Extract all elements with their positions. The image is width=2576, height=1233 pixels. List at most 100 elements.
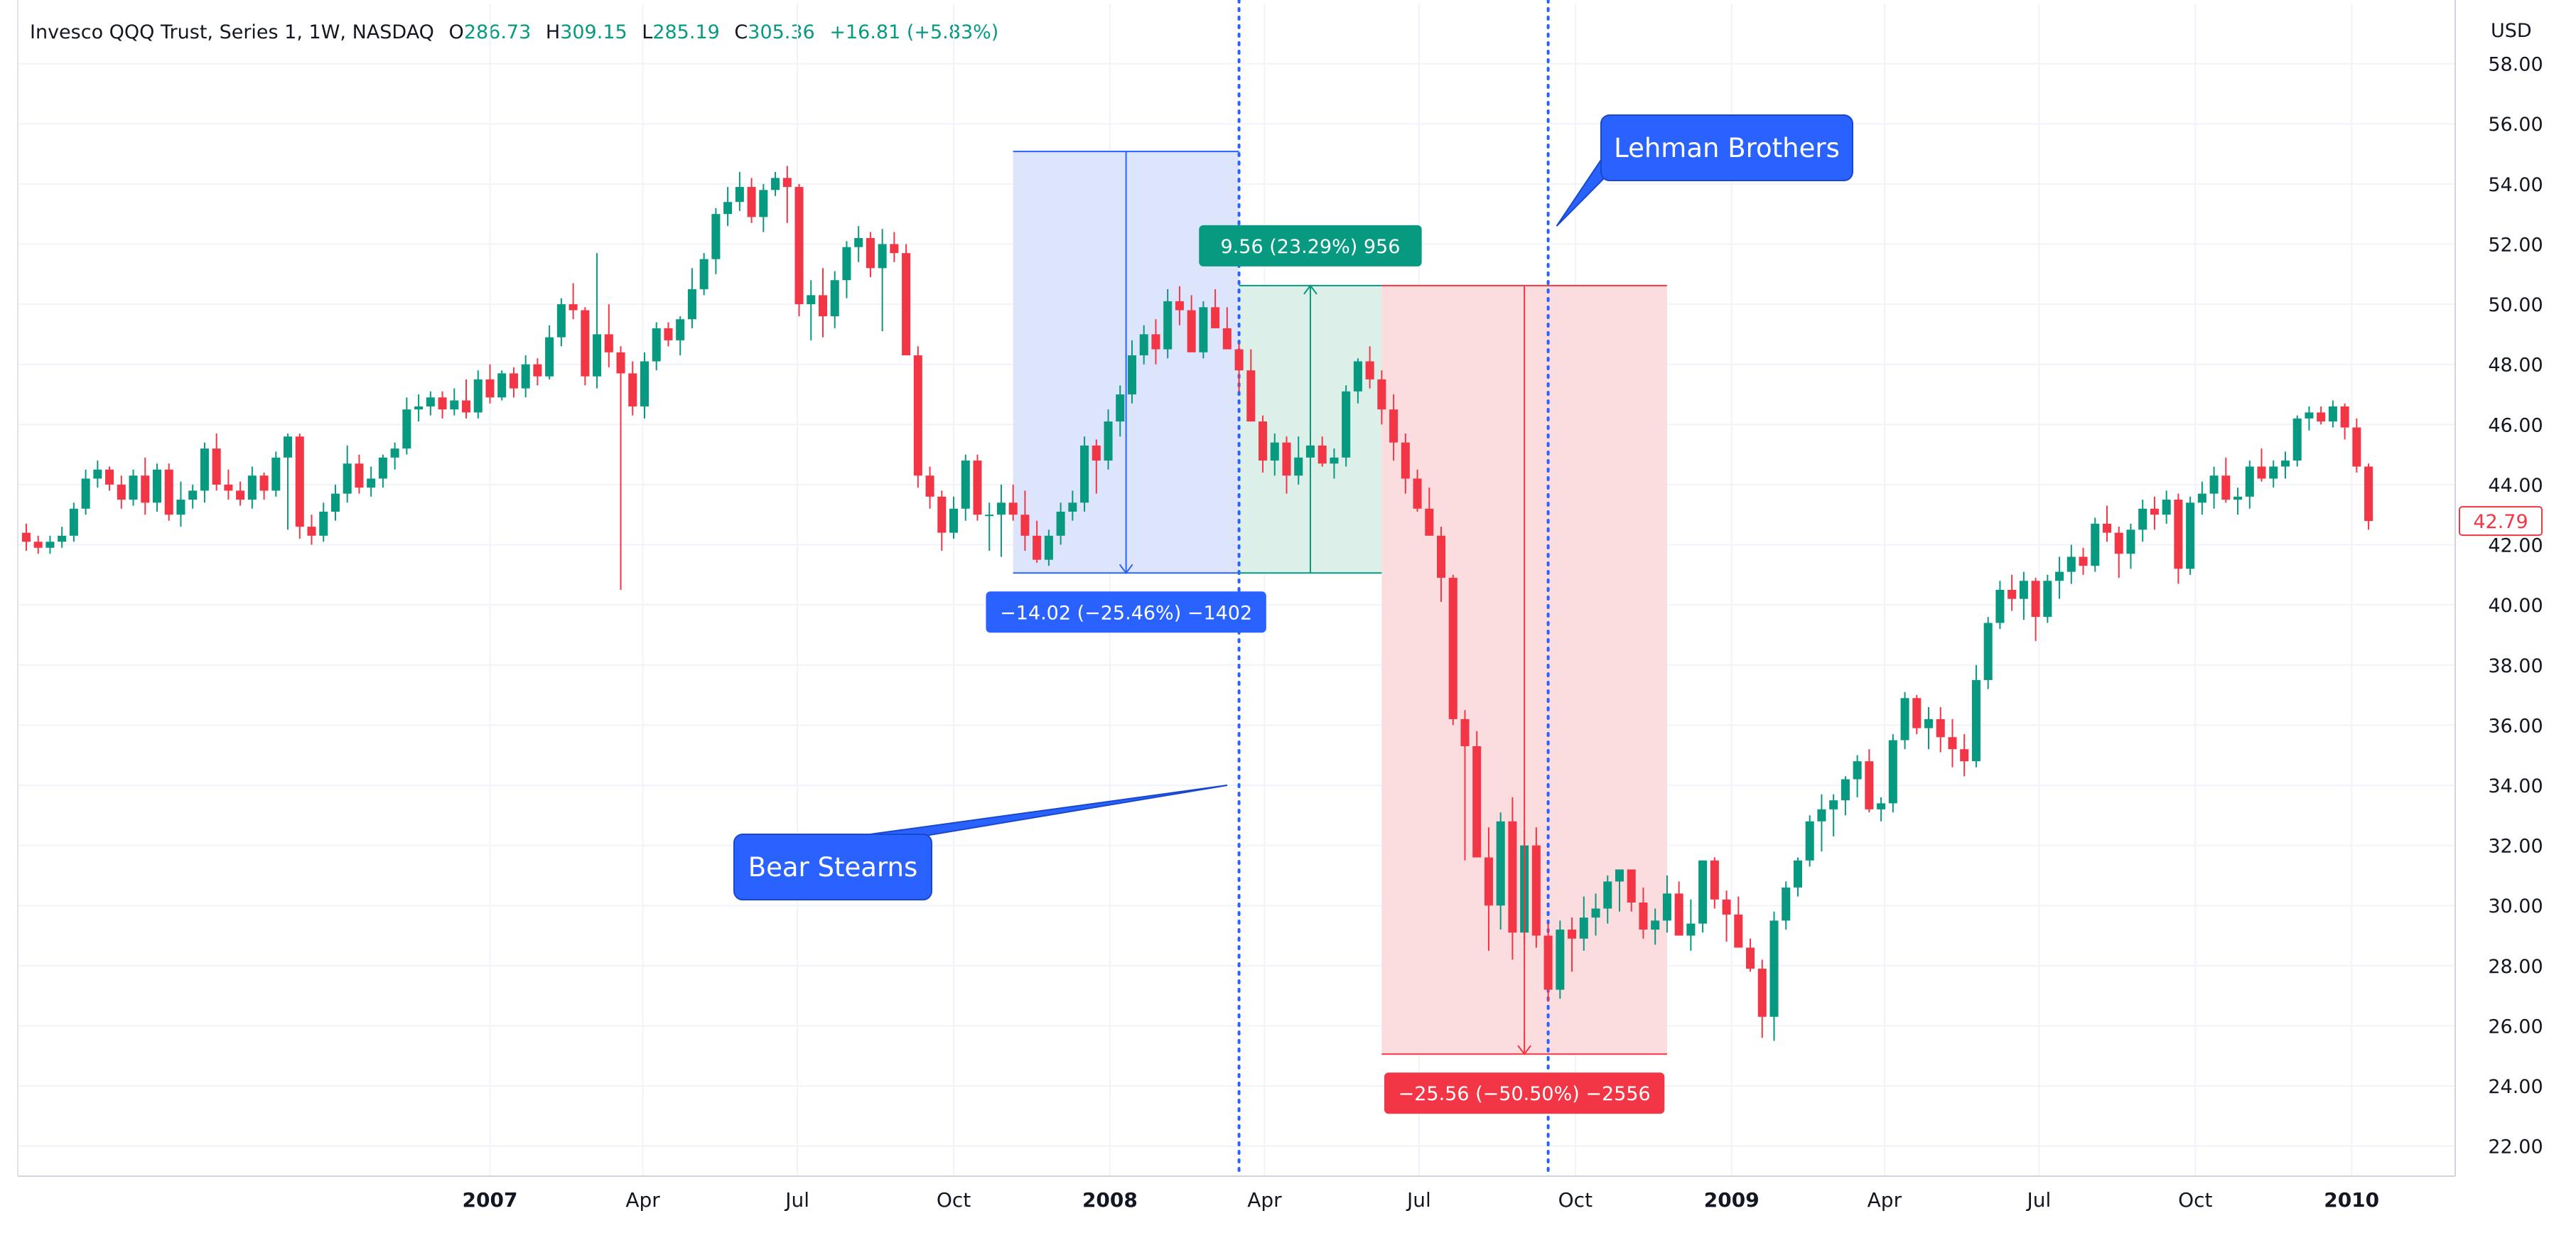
candle-body [1080, 445, 1089, 503]
candle-body [1234, 349, 1244, 371]
date-tick-label: Oct [1558, 1188, 1593, 1212]
price-tick-label: 44.00 [2488, 475, 2543, 497]
candle-body [450, 400, 459, 410]
measure-green-arrow-head [1303, 284, 1317, 295]
candle-body [687, 289, 696, 320]
price-tick-label: 46.00 [2488, 414, 2543, 436]
candle-body [2257, 466, 2266, 479]
candle-body [1222, 328, 1232, 350]
candle-body [1104, 421, 1113, 461]
date-tick-label: 2009 [1704, 1188, 1759, 1212]
candle-body [1686, 923, 1696, 936]
candle-body [1782, 887, 1791, 921]
price-tick-label: 30.00 [2488, 895, 2543, 917]
candle-body [1460, 718, 1470, 746]
candle-body [390, 448, 399, 458]
candle-body [925, 475, 934, 497]
candle-body [2150, 508, 2159, 515]
candle-body [1829, 800, 1838, 809]
candle-body [1342, 391, 1351, 458]
candle-body [1187, 310, 1196, 352]
price-tick-label: 48.00 [2488, 355, 2543, 377]
candle-body [1425, 508, 1434, 536]
measure-red-label: −25.56 (−50.50%) −2556 [1399, 1083, 1651, 1105]
lehman-callout-label: Lehman Brothers [1614, 133, 1840, 163]
high-label: H [545, 21, 561, 43]
date-tick-label: Jul [784, 1188, 809, 1212]
candle-body [141, 475, 150, 503]
candle-body [747, 187, 756, 217]
candle-body [343, 463, 352, 494]
symbol-title: Invesco QQQ Trust, Series 1, 1W, NASDAQ [30, 21, 434, 43]
candle-body [1317, 445, 1327, 464]
candle-body [1413, 478, 1422, 509]
candle-body [2008, 590, 2017, 599]
candle-body [723, 202, 733, 215]
measure-blue-arrow-head [1119, 564, 1133, 574]
candle-body [2162, 500, 2171, 515]
candle-body [2055, 571, 2064, 581]
date-tick-label: Apr [1247, 1188, 1282, 1212]
candle-body [1531, 845, 1541, 936]
candle-body [497, 373, 507, 398]
date-tick-label: Apr [1868, 1188, 1902, 1212]
candle-body [1591, 908, 1600, 918]
candle-body [1401, 442, 1410, 479]
candle-body [1116, 394, 1125, 422]
candle-body [2126, 529, 2135, 554]
price-tick-label: 28.00 [2488, 956, 2543, 978]
candle-body [1068, 502, 1077, 512]
candle-body [996, 502, 1006, 515]
candle-body [1139, 334, 1148, 355]
candle-body [271, 457, 281, 491]
bear-stearns-callout-box [733, 834, 932, 900]
candle-body [985, 515, 994, 517]
candle-body [2066, 556, 2076, 572]
candle-body [604, 334, 613, 352]
measure-red-label-bg [1384, 1072, 1665, 1114]
candle-body [1757, 969, 1767, 1017]
candle-body [224, 484, 233, 491]
candle-body [973, 461, 982, 515]
candle-body [1960, 749, 1969, 762]
date-tick-label: Jul [1406, 1188, 1431, 1212]
candle-body [1603, 881, 1612, 909]
candle-body [2114, 532, 2123, 554]
candle-body [545, 337, 554, 377]
candle-body [509, 373, 518, 389]
candle-body [616, 352, 625, 374]
candle-body [117, 484, 126, 500]
candle-body [1246, 370, 1256, 422]
candle-body [1722, 899, 1731, 915]
candle-body [2340, 406, 2349, 428]
candle-body [2233, 496, 2243, 500]
candle-body [1151, 334, 1160, 350]
candle-body [1662, 893, 1671, 921]
candle-body [259, 475, 269, 491]
candle-body [295, 436, 304, 527]
candle-body [1044, 535, 1053, 560]
candle-body [2209, 475, 2219, 494]
price-tick-label: 52.00 [2488, 234, 2543, 256]
candle-body [438, 397, 447, 410]
candle-body [735, 187, 744, 203]
open-label: O [448, 21, 464, 43]
candle-body [1282, 442, 1291, 476]
candle-body [818, 295, 827, 316]
candle-body [866, 238, 875, 269]
price-tick-label: 32.00 [2488, 836, 2543, 858]
candle-body [307, 527, 316, 536]
candle-body [1841, 779, 1850, 801]
candle-body [1437, 535, 1446, 578]
candle-body [2269, 466, 2278, 479]
axes: 22.00 24.00 26.00 28.00 30.00 32.00 34.00 36.00… [17, 0, 2543, 1212]
price-tick-label: 26.00 [2488, 1016, 2543, 1038]
candle-body [1674, 893, 1683, 936]
callouts[interactable]: Bear Stearns Lehman Brothers [733, 114, 1853, 900]
candle-body [105, 469, 114, 485]
candle-body [367, 478, 376, 488]
candle-body [890, 244, 899, 254]
candle-body [1484, 857, 1493, 906]
candle-body [33, 542, 43, 548]
